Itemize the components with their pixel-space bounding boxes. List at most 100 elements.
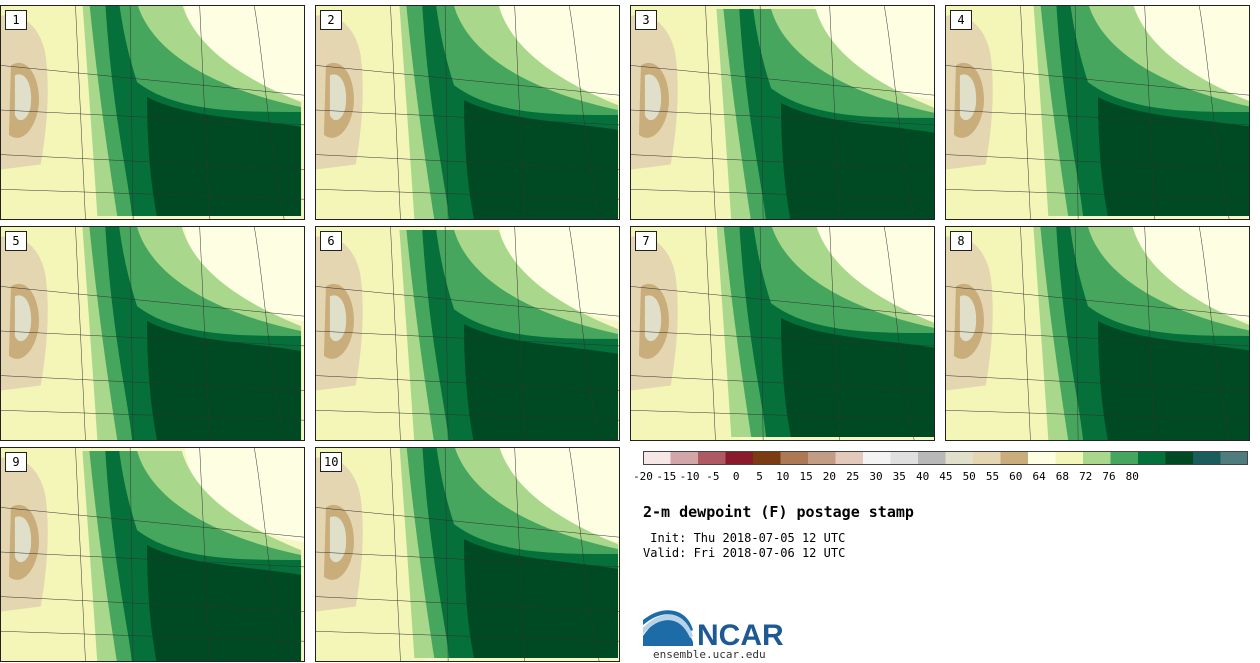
state-border xyxy=(1,507,304,538)
state-border xyxy=(199,448,210,661)
dewpoint-map xyxy=(946,227,1249,440)
colorbar-tick-label: 72 xyxy=(1079,470,1093,483)
panel-number: 8 xyxy=(950,231,972,251)
ncar-logo: NCAR xyxy=(643,610,784,650)
map-panel-2: 2 xyxy=(315,5,620,220)
state-border xyxy=(129,448,134,661)
state-border xyxy=(884,227,915,440)
state-border xyxy=(254,6,285,219)
colorbar-tick-label: -5 xyxy=(706,470,720,483)
colorbar-tick-label: 30 xyxy=(869,470,883,483)
state-border xyxy=(129,227,134,440)
dewpoint-map xyxy=(1,6,304,219)
colorbar-swatch xyxy=(753,451,781,465)
dewpoint-region xyxy=(184,448,304,543)
dewpoint-region xyxy=(14,516,32,563)
state-border xyxy=(946,109,1249,126)
map-panel-5: 5 xyxy=(0,226,305,441)
state-border xyxy=(1199,6,1230,219)
dewpoint-region xyxy=(14,74,32,121)
state-border xyxy=(316,410,619,421)
dewpoint-region xyxy=(959,74,977,121)
map-panel-4: 4 xyxy=(945,5,1250,220)
state-border xyxy=(946,375,1249,391)
state-border xyxy=(316,375,619,391)
dewpoint-region xyxy=(329,516,347,563)
dewpoint-region xyxy=(329,295,347,342)
state-border xyxy=(946,330,1249,347)
state-border xyxy=(1,286,304,317)
panel-number: 5 xyxy=(5,231,27,251)
colorbar-swatch xyxy=(973,451,1001,465)
colorbar-swatch xyxy=(1083,451,1111,465)
colorbar-swatch xyxy=(1028,451,1056,465)
map-panel-10: 10 xyxy=(315,447,620,662)
state-border xyxy=(705,227,716,440)
colorbar-swatch xyxy=(725,451,754,465)
state-border xyxy=(316,154,619,170)
dewpoint-region xyxy=(464,539,619,659)
dewpoint-region xyxy=(814,6,934,101)
state-border xyxy=(316,551,619,568)
state-border xyxy=(1074,6,1079,219)
colorbar-tick-label: -10 xyxy=(679,470,700,483)
colorbar-swatch xyxy=(835,451,864,465)
dewpoint-map xyxy=(946,6,1249,219)
map-panel-3: 3 xyxy=(630,5,935,220)
colorbar-tick-label: 55 xyxy=(985,470,1000,483)
state-border xyxy=(316,631,619,642)
dewpoint-region xyxy=(1097,97,1249,217)
state-border xyxy=(316,286,619,317)
dewpoint-region xyxy=(499,448,619,543)
dewpoint-region xyxy=(147,545,302,661)
colorbar xyxy=(643,451,1248,465)
colorbar-tick-label: 50 xyxy=(962,470,976,483)
colorbar-tick-label: 0 xyxy=(732,470,740,483)
colorbar-tick-label: 60 xyxy=(1009,470,1023,483)
colorbar-swatch xyxy=(1000,451,1029,465)
colorbar-tick-label: 25 xyxy=(846,470,860,483)
dewpoint-region xyxy=(184,227,304,322)
colorbar-swatch xyxy=(1193,451,1221,465)
init-time: Init: Thu 2018-07-05 12 UTC xyxy=(643,531,846,545)
dewpoint-region xyxy=(644,295,662,342)
state-border xyxy=(1,596,304,612)
state-border xyxy=(316,330,619,347)
dewpoint-region xyxy=(147,321,302,440)
state-border xyxy=(1,330,304,347)
state-border xyxy=(569,227,600,440)
dewpoint-region xyxy=(644,74,662,121)
dewpoint-region xyxy=(1097,321,1249,440)
state-border xyxy=(1199,227,1230,440)
state-border xyxy=(390,448,401,661)
state-border xyxy=(884,6,915,219)
colorbar-tick-label: 40 xyxy=(915,470,930,483)
state-border xyxy=(444,6,449,219)
colorbar-tick-label: 68 xyxy=(1055,470,1070,483)
state-border xyxy=(1,65,304,96)
state-border xyxy=(946,65,1249,96)
state-border xyxy=(1,631,304,642)
state-border xyxy=(946,154,1249,170)
colorbar-tick-label: 35 xyxy=(892,470,906,483)
colorbar-tick-label: 80 xyxy=(1125,470,1139,483)
state-border xyxy=(75,448,86,661)
state-border xyxy=(316,596,619,612)
colorbar-swatch xyxy=(643,451,671,465)
state-border xyxy=(946,410,1249,421)
state-border xyxy=(631,375,934,391)
state-border xyxy=(569,448,600,661)
state-border xyxy=(390,6,401,219)
state-border xyxy=(316,109,619,126)
state-border xyxy=(759,227,764,440)
state-border xyxy=(1,154,304,170)
dewpoint-region xyxy=(1129,227,1249,322)
colorbar-swatch xyxy=(1138,451,1166,465)
colorbar-swatch xyxy=(1165,451,1194,465)
panel-number: 7 xyxy=(635,231,657,251)
panel-number: 1 xyxy=(5,10,27,30)
state-border xyxy=(254,448,285,661)
dewpoint-region xyxy=(184,6,304,101)
state-border xyxy=(514,227,525,440)
dewpoint-map xyxy=(316,6,619,219)
